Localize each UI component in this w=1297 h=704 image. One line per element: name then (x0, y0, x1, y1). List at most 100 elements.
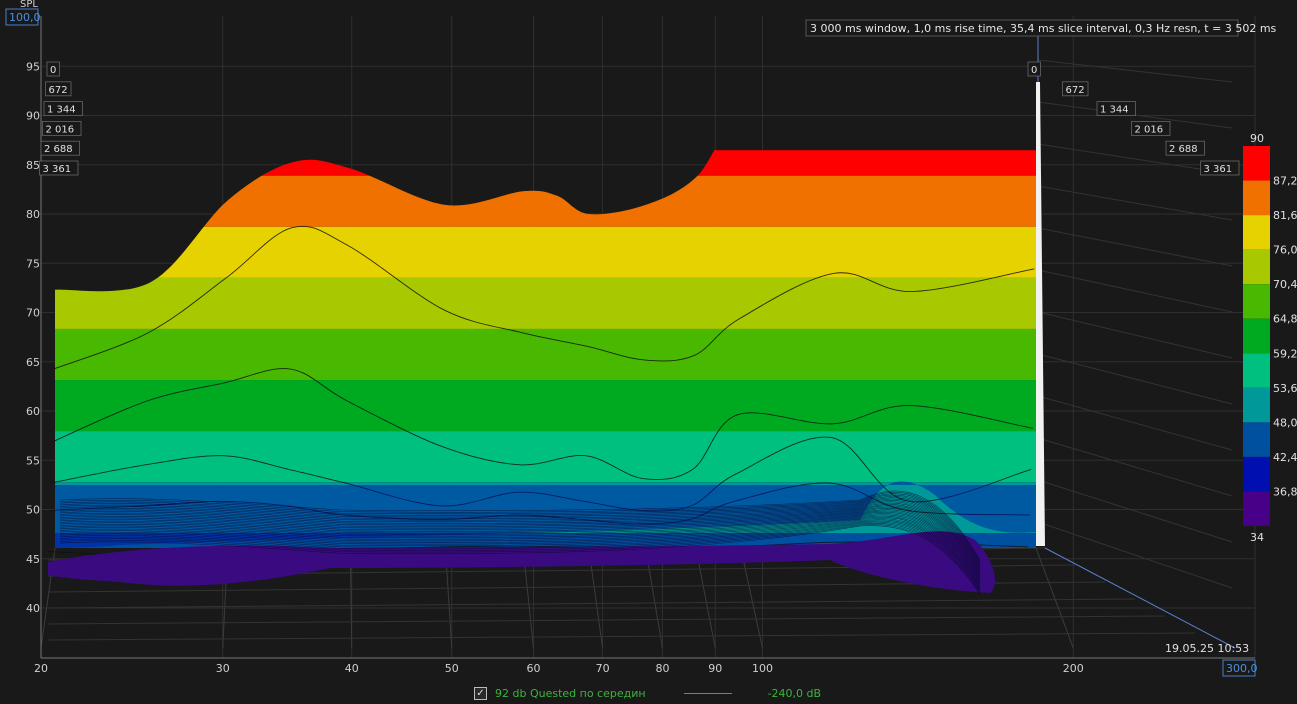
decay-ridge (59, 509, 981, 579)
slice-line (53, 225, 1035, 370)
time-tick-label-left: 2 016 (46, 124, 75, 135)
decay-ridge (59, 510, 981, 580)
time-tick-label-left: 0 (50, 65, 56, 76)
spl-band (55, 226, 1036, 278)
color-scale-label: 81,6 (1273, 209, 1297, 222)
time-tick-box (45, 81, 72, 97)
time-tick-box (43, 101, 83, 116)
decay-ridge (59, 498, 981, 568)
color-scale-swatch (1243, 491, 1270, 526)
x-axis-ticks: 20 30 40 50 60 70 80 90 100 200 (34, 662, 1084, 675)
time-tick-label-right: 1 344 (1100, 105, 1129, 116)
time-tick-label-left: 3 361 (43, 164, 72, 175)
y-tick-label: 60 (26, 405, 40, 418)
decay-ridge (59, 504, 981, 573)
time-tick-box (1062, 81, 1089, 97)
x-tick-label: 30 (216, 662, 230, 675)
spl-band (55, 328, 1036, 381)
end-edge (1036, 82, 1045, 546)
spl-band (55, 431, 1036, 483)
x-max-box[interactable] (1222, 659, 1256, 677)
color-scale-label: 90 (1250, 132, 1264, 145)
color-scale-label: 34 (1250, 531, 1264, 544)
series-name[interactable]: 92 db Quested по середин (495, 686, 646, 700)
colour-bands (55, 150, 1036, 548)
time-tick-box (1200, 160, 1240, 176)
decay-ridge (59, 525, 981, 595)
time-tick-label-right: 2 016 (1135, 124, 1164, 135)
info-box (805, 19, 1239, 37)
decay-ridge (59, 520, 981, 590)
spl-band (55, 380, 1036, 432)
decay-ridge (59, 501, 981, 571)
y-tick-label: 75 (26, 257, 40, 270)
y-tick-label: 50 (26, 504, 40, 517)
decay-ridge (59, 500, 981, 570)
spl-band (55, 150, 1036, 176)
x-tick-label: 90 (708, 662, 722, 675)
y-axis-ticks: 95 90 85 80 75 70 65 60 55 50 45 40 (26, 60, 40, 615)
time-tick-box (40, 140, 80, 156)
color-scale-label: 64,8 (1273, 313, 1297, 326)
y-max-box[interactable] (5, 8, 39, 26)
color-scale-swatch (1243, 180, 1270, 216)
color-scale-label: 87,2 (1273, 175, 1297, 188)
time-tick-label-right: 3 361 (1204, 164, 1233, 175)
time-tick-box (1096, 101, 1136, 116)
time-tick-box (1027, 61, 1041, 77)
color-scale-label: 70,4 (1273, 278, 1297, 291)
color-scale-label: 59,2 (1273, 347, 1297, 360)
slice-line (48, 482, 1030, 525)
legend-row: ✓ 92 db Quested по середин -240,0 dB (474, 684, 821, 702)
x-tick-label: 80 (655, 662, 669, 675)
y-tick-label: 85 (26, 159, 40, 172)
time-tick-label-right: 672 (1066, 85, 1085, 96)
x-max-value[interactable]: 300,0 (1226, 662, 1258, 675)
y-tick-label: 40 (26, 602, 40, 615)
time-tick-box (1165, 140, 1205, 156)
time-tick-label-left: 1 344 (47, 105, 76, 116)
decay-tail (48, 481, 1036, 595)
color-scale-swatch (1243, 284, 1270, 319)
x-tick-label: 50 (445, 662, 459, 675)
y-tick-label: 95 (26, 60, 40, 73)
axes (40, 16, 1255, 659)
decay-ridge (59, 502, 981, 572)
x-tick-label: 200 (1063, 662, 1084, 675)
y-tick-label: 70 (26, 307, 40, 320)
time-tick-label-left: 672 (49, 85, 68, 96)
y-max-value[interactable]: 100,0 (9, 11, 41, 24)
series-offset[interactable]: -240,0 dB (767, 686, 822, 700)
x-tick-label: 60 (527, 662, 541, 675)
y-axis-label: SPL (20, 0, 38, 10)
color-scale-label: 36,8 (1273, 485, 1297, 498)
time-tick-box (46, 61, 60, 77)
time-tick-label-left: 2 688 (44, 144, 73, 155)
time-tick-label-right: 2 688 (1169, 144, 1198, 155)
series-checkbox[interactable]: ✓ (474, 686, 487, 700)
x-tick-label: 20 (34, 662, 48, 675)
time-tick-box (1131, 121, 1171, 136)
timestamp: 19.05.25 10:53 (1165, 642, 1249, 655)
x-tick-label: 40 (345, 662, 359, 675)
depth-axis-line (1044, 547, 1236, 649)
color-scale-swatch (1243, 456, 1270, 492)
color-scale-swatch (1243, 215, 1270, 250)
info-text: 3 000 ms window, 1,0 ms rise time, 35,4 … (810, 22, 1277, 35)
decay-ridge (59, 513, 981, 582)
decay-ridge (59, 497, 981, 567)
color-scale-swatch (1243, 249, 1270, 285)
decay-ridge (59, 493, 981, 563)
color-scale-swatch (1243, 318, 1270, 354)
time-tick-box (39, 160, 79, 176)
color-scale-label: 48,0 (1273, 416, 1297, 429)
decay-ridge (59, 519, 981, 589)
decay-ridge (59, 496, 981, 566)
decay-ridge (59, 494, 981, 564)
color-scale-label: 42,4 (1273, 451, 1297, 464)
decay-ridge (59, 511, 981, 581)
series-line-swatch (683, 692, 732, 694)
decay-ridge (59, 507, 981, 577)
spl-band (55, 175, 1036, 227)
